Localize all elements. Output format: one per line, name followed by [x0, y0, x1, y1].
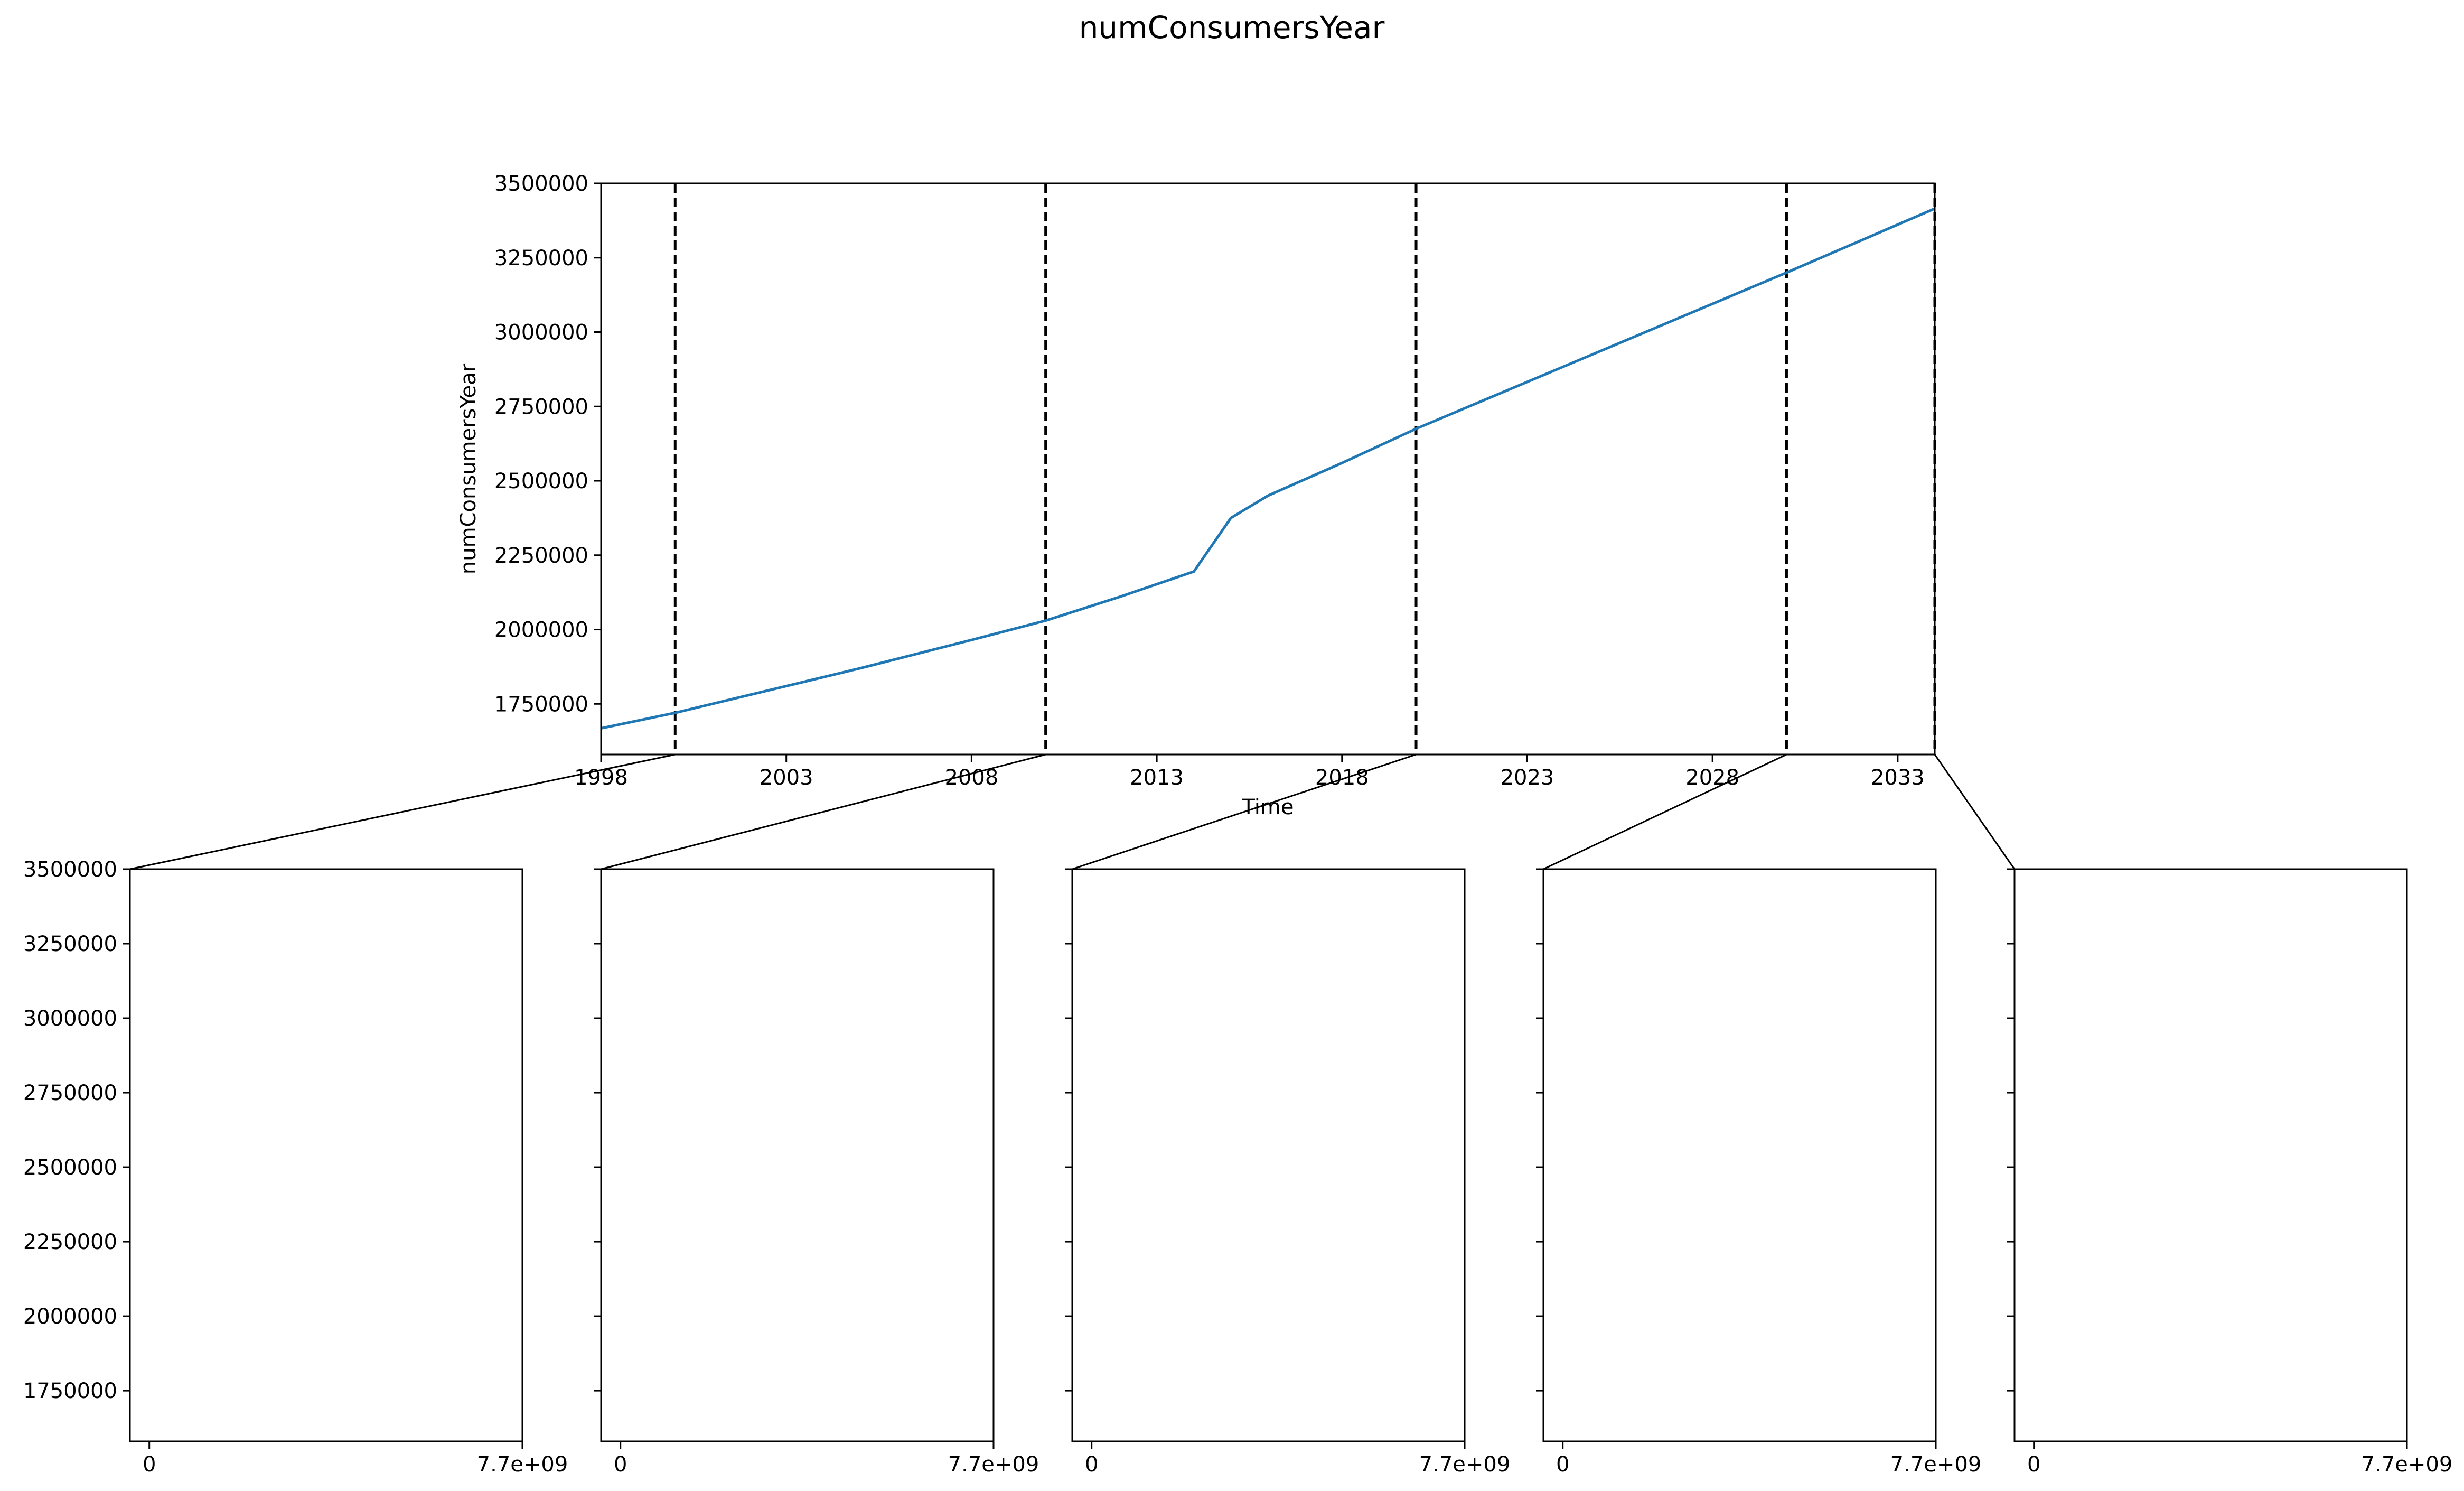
sub-panel-3: 0 7.7e+09: [1065, 868, 1511, 1477]
x-tick-label: 7.7e+09: [948, 1452, 1039, 1477]
x-tick-label: 0: [143, 1452, 156, 1477]
x-tick-label: 7.7e+09: [2362, 1452, 2453, 1477]
x-tick-label: 7.7e+09: [477, 1452, 568, 1477]
x-tick-label: 2003: [760, 766, 813, 790]
x-tick-label: 2033: [1871, 766, 1925, 790]
x-tick-label: 0: [1556, 1452, 1569, 1477]
sub-panel-5: 0 7.7e+09: [2007, 868, 2453, 1477]
sub-panel-2: 0 7.7e+09: [594, 868, 1039, 1477]
x-tick-label: 2023: [1501, 766, 1554, 790]
y-tick-label: 3500000: [23, 858, 117, 882]
x-tick-label: 1998: [574, 766, 628, 790]
y-tick-label: 1750000: [23, 1379, 117, 1403]
sub-plot-area: [1542, 868, 1937, 1442]
zoom-connector-3: [1072, 753, 1417, 870]
y-tick-label: 2000000: [23, 1304, 117, 1329]
sub-panel-4: 0 7.7e+09: [1536, 868, 1982, 1477]
x-tick-label: 0: [1085, 1452, 1098, 1477]
y-tick-label: 2500000: [23, 1155, 117, 1180]
series-line: [601, 207, 1935, 730]
sub-plot-area: [129, 868, 523, 1442]
main-panel: 1998 2003 2008 2013 2018 2023 2028 2033 1750000…: [456, 172, 1936, 819]
y-axis-ticks: 1750000 2000000 2250000 2500000 2750000 30000…: [494, 172, 601, 716]
x-tick-label: 2028: [1685, 766, 1739, 790]
x-axis-ticks: 1998 2003 2008 2013 2018 2023 2028 2033: [574, 754, 1925, 790]
vertical-markers: [673, 183, 1936, 754]
y-tick-label: 3500000: [494, 172, 588, 196]
sub-panels: 1750000 2000000 2250000 2500000 2750000 30000…: [23, 858, 2452, 1477]
y-tick-label: 3250000: [23, 932, 117, 956]
x-tick-label: 0: [614, 1452, 627, 1477]
x-tick-label: 2013: [1130, 766, 1184, 790]
sub-plot-area: [2013, 868, 2408, 1442]
y-tick-label: 2750000: [494, 395, 588, 419]
sub-panel-1: 1750000 2000000 2250000 2500000 2750000 30000…: [23, 858, 568, 1477]
y-tick-label: 2000000: [494, 618, 588, 642]
y-tick-label: 2250000: [494, 544, 588, 568]
x-axis-label: Time: [1242, 795, 1294, 819]
main-plot-area: [600, 182, 1936, 756]
y-tick-label: 3250000: [494, 246, 588, 271]
sub-plot-area: [600, 868, 995, 1442]
y-tick-label: 1750000: [494, 692, 588, 716]
y-tick-label: 2250000: [23, 1230, 117, 1254]
y-axis-label: numConsumersYear: [456, 363, 481, 574]
y-tick-label: 2750000: [23, 1081, 117, 1105]
zoom-connector-5: [1934, 754, 2016, 870]
zoom-connector-2: [601, 753, 1046, 870]
zoom-connector-1: [129, 753, 676, 870]
chart-title: numConsumersYear: [1079, 10, 1385, 45]
zoom-connector-4: [1543, 753, 1787, 870]
x-tick-label: 7.7e+09: [1890, 1452, 1982, 1477]
y-tick-label: 3000000: [23, 1007, 117, 1031]
y-tick-label: 3000000: [494, 321, 588, 345]
x-tick-label: 7.7e+09: [1419, 1452, 1511, 1477]
sub-plot-area: [1071, 868, 1466, 1442]
zoom-connectors: [129, 753, 2016, 870]
y-tick-label: 2500000: [494, 469, 588, 493]
x-tick-label: 0: [2027, 1452, 2040, 1477]
